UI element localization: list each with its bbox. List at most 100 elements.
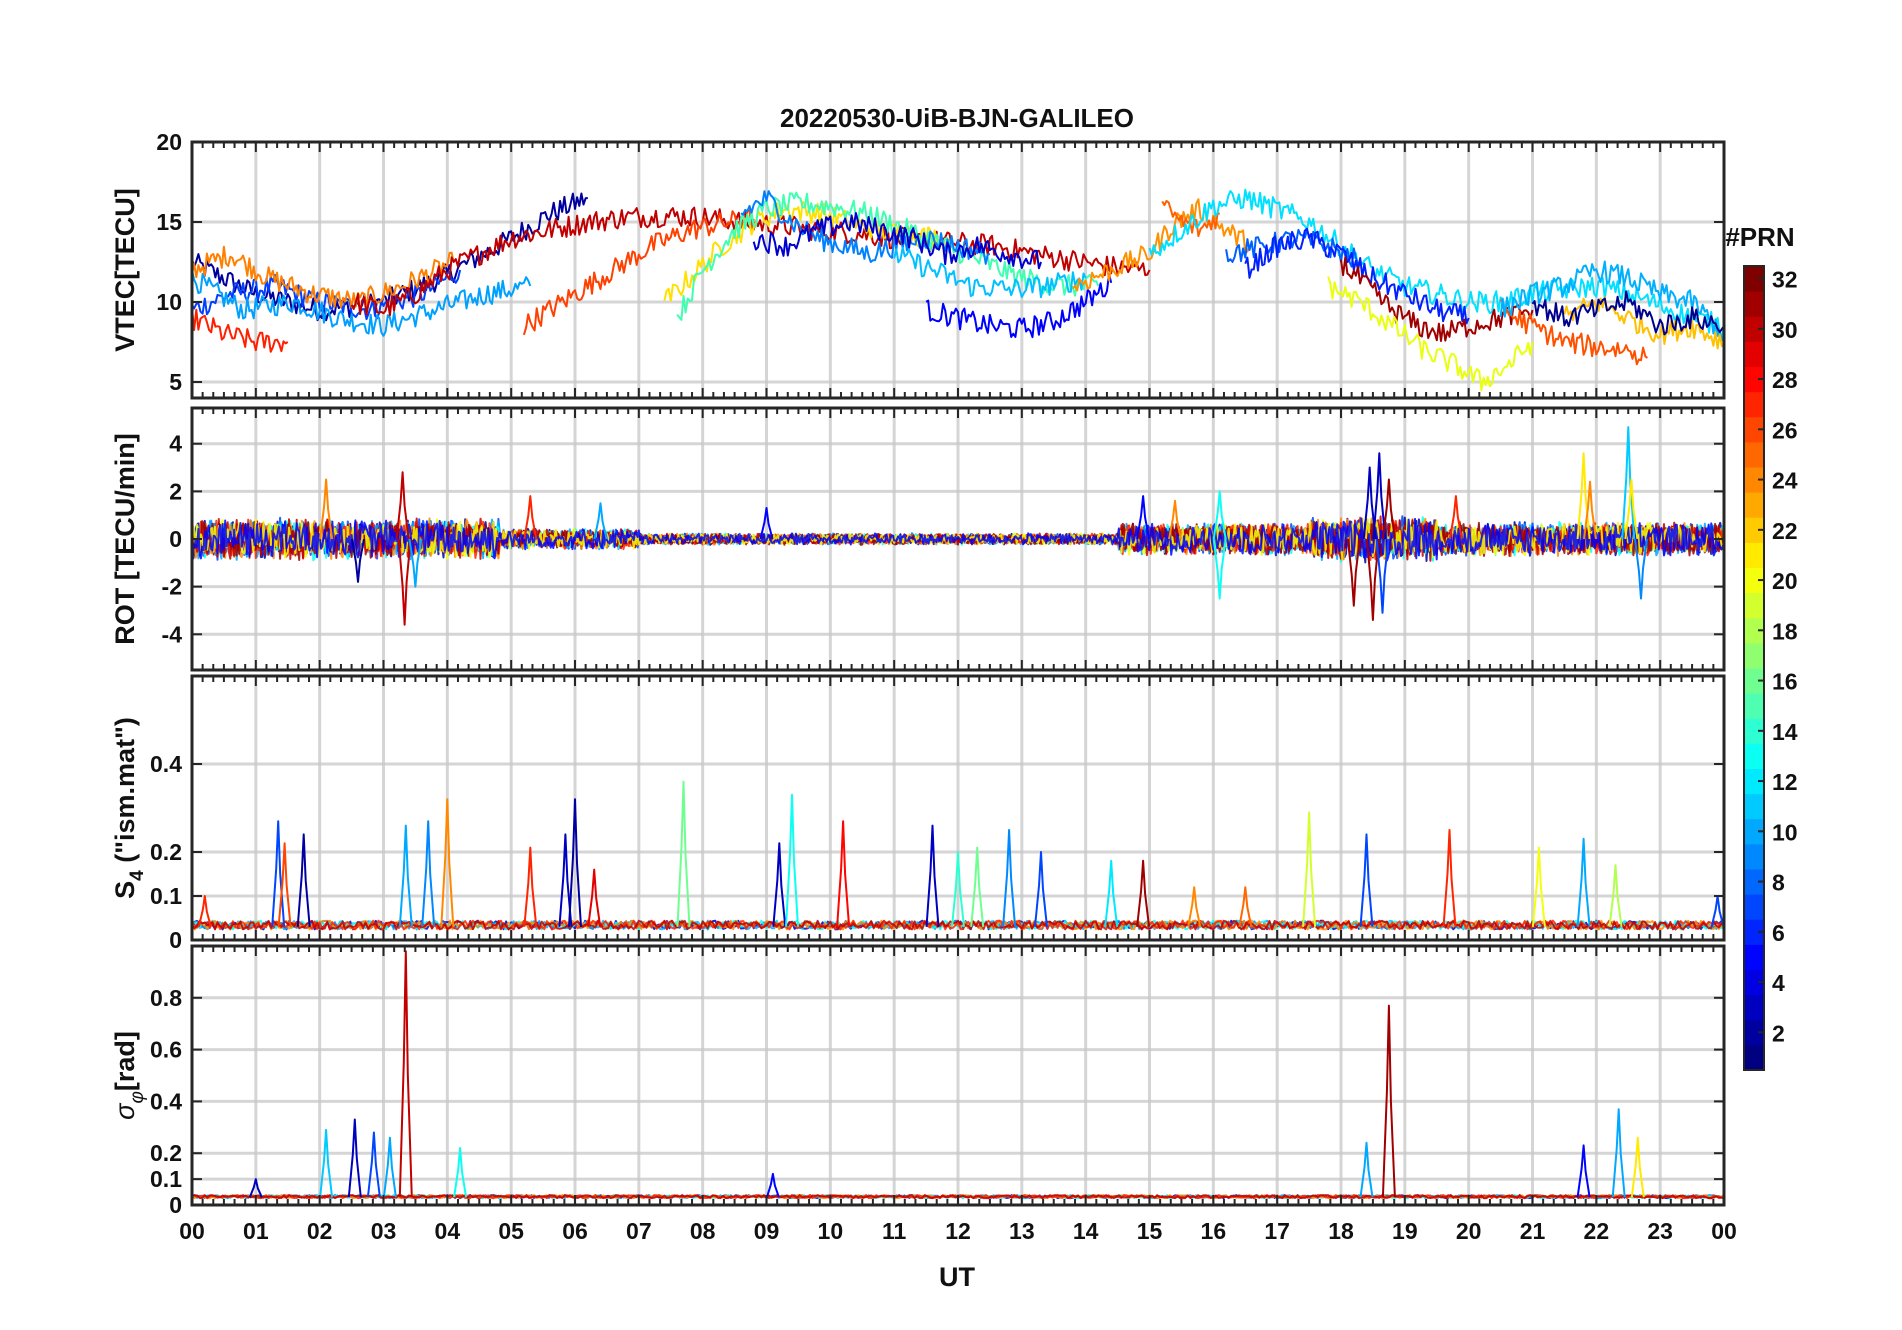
colorbar-tick-label: 14	[1772, 719, 1798, 745]
panel-rot: -4 -2 0 2 4 ROT [TECU/min]	[110, 406, 1726, 672]
colorbar-level	[1744, 467, 1764, 493]
series-prn-1	[1531, 290, 1724, 336]
y-tick-label: 10	[156, 289, 182, 315]
series-prn-10	[192, 269, 532, 337]
spike-prn-7	[366, 1131, 381, 1198]
x-tick-label: 14	[1073, 1218, 1099, 1244]
traces	[192, 426, 1724, 626]
spike-prn-10	[1576, 837, 1591, 927]
colorbar-tick-label: 22	[1772, 518, 1798, 544]
spike-prn-25	[1238, 886, 1253, 927]
spike-prn-30	[395, 471, 410, 540]
spike-prn-3	[1372, 452, 1387, 540]
x-tick-label: 19	[1392, 1218, 1418, 1244]
colorbar-tick-label: 16	[1772, 669, 1798, 695]
colorbar-level	[1744, 843, 1764, 870]
x-tick-label: 20	[1456, 1218, 1482, 1244]
spike-prn-10	[382, 1136, 397, 1198]
spike-prn-24	[1583, 480, 1597, 540]
ticks	[191, 141, 1725, 398]
y-tick-label: 0.1	[150, 1166, 182, 1192]
spike-prn-21	[1624, 478, 1639, 540]
spike-prn-16	[676, 780, 691, 927]
spike-prn-3	[558, 833, 573, 927]
colorbar-level	[1744, 869, 1764, 895]
colorbar-level	[1744, 567, 1764, 594]
y-tick-label: -4	[162, 621, 183, 647]
x-tick-label: 22	[1584, 1218, 1610, 1244]
chart-title: 20220530-UiB-BJN-GALILEO	[780, 103, 1134, 133]
y-tick-label: 15	[156, 209, 182, 235]
spike-prn-3	[772, 842, 787, 927]
colorbar-level	[1744, 266, 1764, 292]
spike-prn-20	[1531, 846, 1546, 927]
spike-prn-24	[1168, 499, 1182, 540]
colorbar-tick-label: 32	[1772, 267, 1798, 293]
series-prn-11	[1499, 260, 1724, 342]
colorbar-level	[1744, 592, 1764, 619]
series-prn-3	[752, 212, 1042, 270]
colorbar-level	[1744, 517, 1764, 543]
spike-prn-31	[1346, 538, 1361, 607]
grid	[190, 676, 1726, 942]
x-tick-label: 15	[1137, 1218, 1163, 1244]
spike-prn-2	[568, 798, 582, 927]
spike-prn-31	[1381, 1004, 1396, 1198]
y-tick-label: 0.4	[150, 1088, 182, 1114]
series-prn-19	[1327, 276, 1534, 392]
colorbar-frame	[1743, 265, 1765, 1071]
colorbar-level	[1744, 617, 1764, 644]
colorbar-tick-label: 26	[1772, 417, 1798, 443]
series-prn-5	[1244, 227, 1470, 325]
spike-prn-24	[1187, 886, 1202, 927]
panel-vtec: 5 10 15 20 VTEC[TECU]	[110, 129, 1726, 400]
colorbar-tick-label: 6	[1772, 920, 1785, 946]
series-prn-13	[1148, 188, 1724, 338]
y-axis-label-rest: [rad]	[110, 1031, 140, 1091]
spike-prn-28	[836, 820, 851, 927]
x-tick-label: 00	[1711, 1218, 1737, 1244]
x-tick-label: 01	[243, 1218, 269, 1244]
spike-prn-12	[1104, 859, 1119, 927]
colorbar-tick-label: 2	[1772, 1020, 1785, 1046]
spike-prn-21	[1630, 1136, 1645, 1198]
x-tick-label: 02	[307, 1218, 333, 1244]
y-tick-label: 0.2	[150, 839, 182, 865]
x-tick-label: 23	[1647, 1218, 1673, 1244]
spike-prn-24	[440, 798, 455, 927]
colorbar-label: #PRN	[1725, 222, 1794, 252]
y-axis-label-main: σ	[110, 1102, 140, 1120]
x-tick-label: 08	[690, 1218, 716, 1244]
series-prn-21	[1563, 296, 1724, 350]
ticks	[191, 408, 1725, 670]
colorbar-tick-label: 8	[1772, 870, 1785, 896]
y-tick-label: 20	[156, 129, 182, 155]
colorbar-level	[1744, 341, 1764, 367]
y-tick-label: 0.8	[150, 985, 182, 1011]
x-tick-label: 06	[562, 1218, 588, 1244]
y-axis-label: σφ[rad]	[110, 1031, 148, 1120]
spike-prn-13	[1212, 490, 1227, 540]
colorbar-level	[1744, 994, 1764, 1021]
traces	[192, 188, 1724, 392]
colorbar-level	[1744, 793, 1764, 820]
spike-prn-31	[1381, 478, 1396, 540]
colorbar-level	[1744, 818, 1764, 845]
y-tick-label: 5	[169, 369, 182, 395]
x-tick-label: 00	[179, 1218, 205, 1244]
spike-prn-21	[1576, 452, 1591, 540]
series-prn-31	[1340, 256, 1534, 342]
x-tick-label: 17	[1264, 1218, 1290, 1244]
series-prn-30	[192, 919, 1724, 931]
spike-prn-31	[1136, 859, 1151, 927]
x-tick-label: 13	[1009, 1218, 1035, 1244]
colorbar-tick-label: 28	[1772, 367, 1798, 393]
colorbar-level	[1744, 316, 1764, 342]
ticks	[191, 676, 1725, 941]
series-prn-23	[1072, 198, 1252, 292]
colorbar-level	[1744, 944, 1764, 970]
series-prn-4	[925, 273, 1113, 339]
ticks	[191, 946, 1725, 1206]
colorbar-level	[1744, 718, 1764, 744]
